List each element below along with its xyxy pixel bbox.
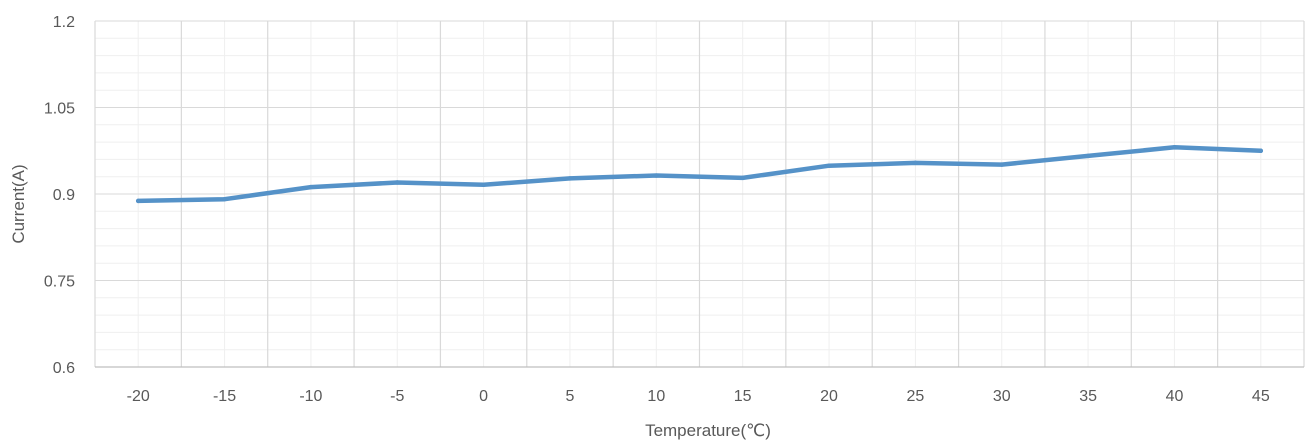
x-tick-label: 45 bbox=[1252, 388, 1270, 405]
x-tick-label: 5 bbox=[566, 388, 575, 405]
x-tick-label: 30 bbox=[993, 388, 1011, 405]
y-axis-title: Current(A) bbox=[9, 164, 28, 243]
y-tick-label: 0.9 bbox=[53, 187, 75, 204]
y-tick-label: 0.6 bbox=[53, 360, 75, 377]
data-point bbox=[1172, 145, 1177, 150]
series-line bbox=[135, 145, 1264, 204]
data-point bbox=[395, 180, 400, 185]
data-point bbox=[135, 198, 141, 204]
data-point bbox=[1258, 148, 1264, 153]
tick-labels: 0.6 0.75 0.9 1.05 1.2 -20 -15 -10 -5 0 5 10 15 20 25 30… bbox=[44, 14, 1270, 405]
series-layer bbox=[135, 145, 1264, 204]
data-point bbox=[481, 182, 486, 187]
data-point bbox=[567, 176, 573, 181]
x-tick-label: -5 bbox=[390, 388, 404, 405]
data-point bbox=[1085, 153, 1091, 159]
data-point bbox=[826, 163, 832, 168]
x-tick-label: 25 bbox=[906, 388, 924, 405]
data-point bbox=[308, 184, 314, 190]
data-point bbox=[999, 162, 1004, 167]
x-tick-label: 15 bbox=[734, 388, 752, 405]
data-point bbox=[913, 160, 918, 166]
x-tick-label: -15 bbox=[213, 388, 236, 405]
y-tick-label: 1.05 bbox=[44, 101, 75, 118]
x-tick-label: -20 bbox=[127, 388, 150, 405]
data-point bbox=[740, 175, 745, 181]
data-point bbox=[222, 196, 227, 202]
x-tick-label: -10 bbox=[299, 388, 322, 405]
x-tick-label: 0 bbox=[479, 388, 488, 405]
x-tick-label: 35 bbox=[1079, 388, 1097, 405]
x-axis-title: Temperature(℃) bbox=[645, 421, 771, 440]
x-tick-label: 40 bbox=[1166, 388, 1184, 405]
data-point bbox=[654, 173, 659, 178]
x-tick-label: 10 bbox=[647, 388, 665, 405]
x-tick-label: 20 bbox=[820, 388, 838, 405]
y-tick-label: 0.75 bbox=[44, 274, 75, 291]
y-tick-label: 1.2 bbox=[53, 14, 75, 31]
